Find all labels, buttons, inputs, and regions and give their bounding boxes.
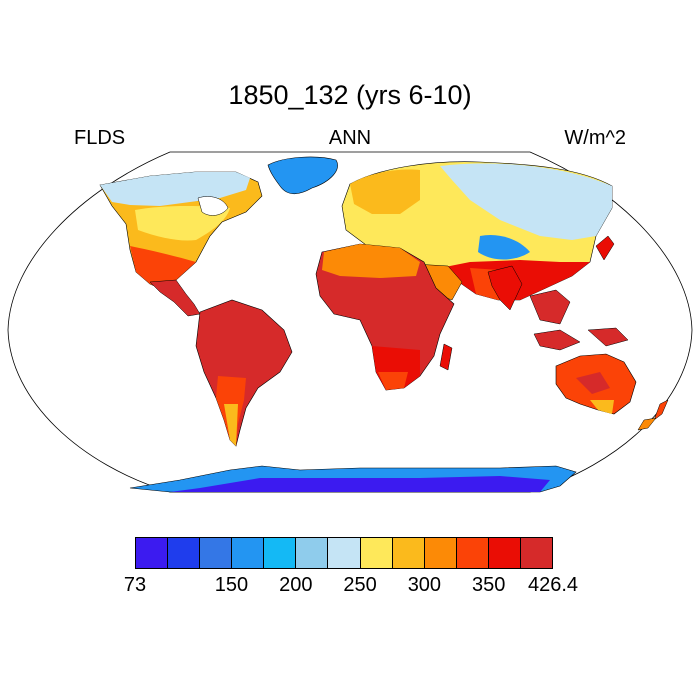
colorbar-swatch bbox=[424, 538, 457, 568]
colorbar-tick-label: 73 bbox=[123, 574, 147, 596]
colorbar-swatch bbox=[360, 538, 393, 568]
greenland bbox=[267, 156, 338, 195]
colorbar-swatch bbox=[328, 538, 361, 568]
colorbar-swatch bbox=[200, 538, 233, 568]
colorbar-tick-label: 300 bbox=[407, 574, 442, 596]
india bbox=[487, 265, 523, 311]
colorbar-tick-label: 250 bbox=[343, 574, 377, 596]
colorbar-swatch bbox=[488, 538, 521, 568]
colorbar-tick-label: 150 bbox=[214, 574, 249, 596]
colorbar-swatch bbox=[392, 538, 425, 568]
colorbar-tick-label: 200 bbox=[279, 574, 313, 596]
colorbar-swatch bbox=[168, 538, 201, 568]
colorbar-tick-labels: 73 150 200 250 300 350 426.4 bbox=[0, 574, 700, 598]
colorbar-swatch bbox=[136, 538, 169, 568]
colorbar-swatch bbox=[232, 538, 265, 568]
south-america bbox=[195, 299, 293, 447]
colorbar-swatch bbox=[296, 538, 329, 568]
colorbar-tick-label: 426.4 bbox=[527, 574, 579, 596]
colorbar-swatch bbox=[520, 538, 553, 568]
season-label: ANN bbox=[328, 127, 372, 149]
colorbar-tick-label: 350 bbox=[472, 574, 506, 596]
colorbar-swatch bbox=[264, 538, 297, 568]
units-label: W/m^2 bbox=[564, 127, 626, 149]
southeast-asia bbox=[529, 289, 571, 325]
map-title: 1850_132 (yrs 6-10) bbox=[228, 80, 472, 110]
colorbar-swatch bbox=[456, 538, 489, 568]
variable-label: FLDS bbox=[74, 127, 126, 149]
colorbar bbox=[135, 537, 553, 569]
